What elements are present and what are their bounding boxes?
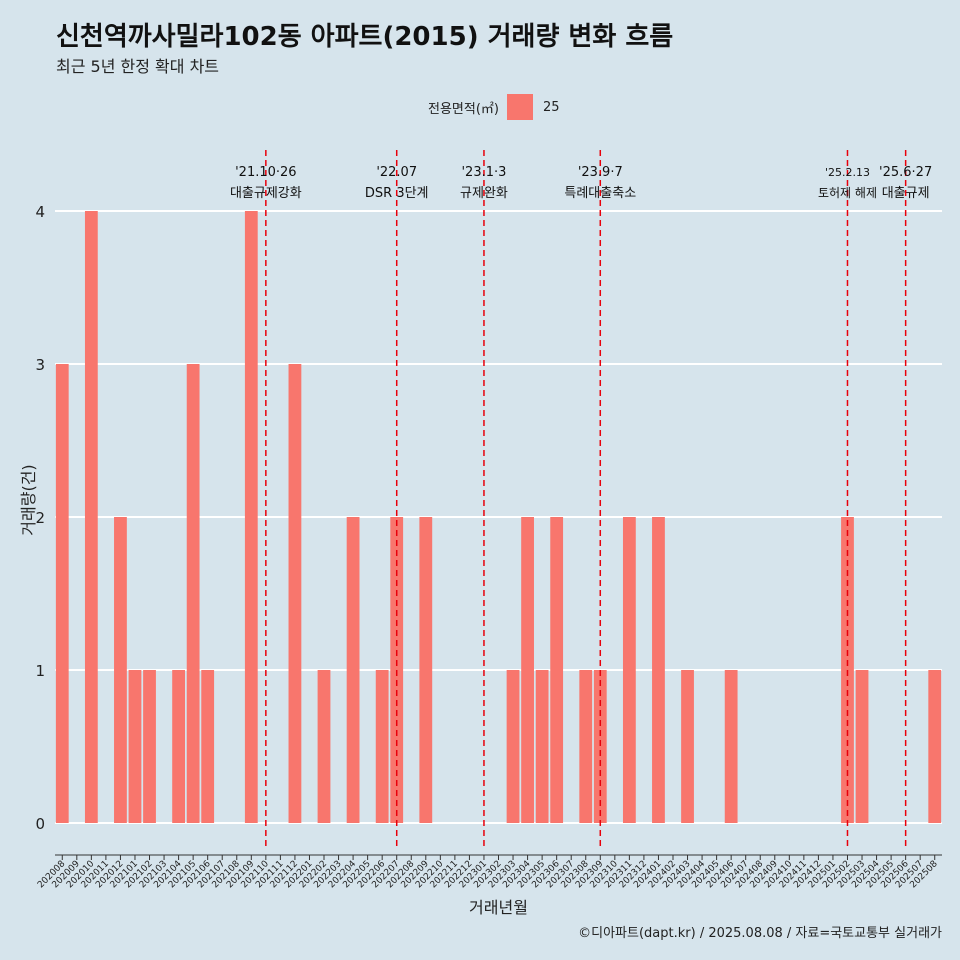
x-axis-title: 거래년월	[469, 898, 528, 917]
event-date-label: '23.1·3	[461, 165, 506, 180]
legend-swatch	[506, 94, 533, 120]
event-date-label: '25.6·27	[879, 165, 932, 180]
y-tick-label: 1	[35, 662, 45, 680]
bar	[375, 670, 389, 823]
bar	[855, 670, 869, 823]
bar	[419, 517, 433, 823]
bar	[317, 670, 331, 823]
event-markers: '21.10·26 대출규제강화 '22.07 DSR 3단계 '23.1·3 규제완화 '…	[230, 150, 932, 850]
y-tick-label: 2	[35, 509, 45, 527]
event-name-label: 대출규제강화	[230, 186, 302, 201]
bar	[622, 517, 636, 823]
bar	[550, 517, 564, 823]
y-axis-title: 거래량(건)	[19, 464, 38, 535]
y-tick-label: 3	[35, 356, 45, 374]
bar	[55, 364, 69, 823]
bar	[201, 670, 215, 823]
bar	[521, 517, 534, 823]
legend-title: 전용면적(㎡)	[428, 101, 499, 117]
bar	[579, 670, 593, 823]
bar	[128, 670, 142, 823]
bar	[244, 211, 258, 823]
y-tick-label: 4	[35, 203, 45, 221]
axes: 0123420200820200920201020201120201220210…	[19, 203, 942, 917]
bar	[346, 517, 360, 823]
source-caption: ©디아파트(dapt.kr) / 2025.08.08 / 자료=국토교통부 실…	[578, 926, 942, 941]
bar	[724, 670, 738, 823]
event-date-label: '22.07	[376, 165, 417, 180]
event-date-label: '25.2.13	[825, 166, 870, 179]
event-date-label: '21.10·26	[235, 165, 296, 180]
event-name-label: 토허제 해제	[818, 186, 877, 200]
bar	[288, 364, 302, 823]
event-name-label: DSR 3단계	[365, 186, 429, 201]
event-name-label: 특례대출축소	[564, 186, 636, 201]
bar	[652, 517, 665, 823]
bar	[506, 670, 520, 823]
chart-subtitle: 최근 5년 한정 확대 차트	[56, 57, 220, 76]
bar	[186, 364, 200, 823]
event-name-label: 규제완화	[460, 186, 508, 201]
bar	[143, 670, 156, 823]
legend: 전용면적(㎡) 25	[428, 94, 560, 120]
bar	[681, 670, 694, 823]
bar	[84, 211, 98, 823]
bar	[535, 670, 549, 823]
legend-label: 25	[542, 99, 560, 115]
bar	[928, 670, 942, 823]
bar	[172, 670, 185, 823]
bar	[114, 517, 127, 823]
event-date-label: '23.9·7	[578, 165, 623, 180]
event-name-label: 대출규제	[882, 186, 930, 201]
y-tick-label: 0	[35, 815, 45, 833]
bar	[593, 670, 607, 823]
chart-title: 신천역까사밀라102동 아파트(2015) 거래량 변화 흐름	[56, 22, 674, 52]
